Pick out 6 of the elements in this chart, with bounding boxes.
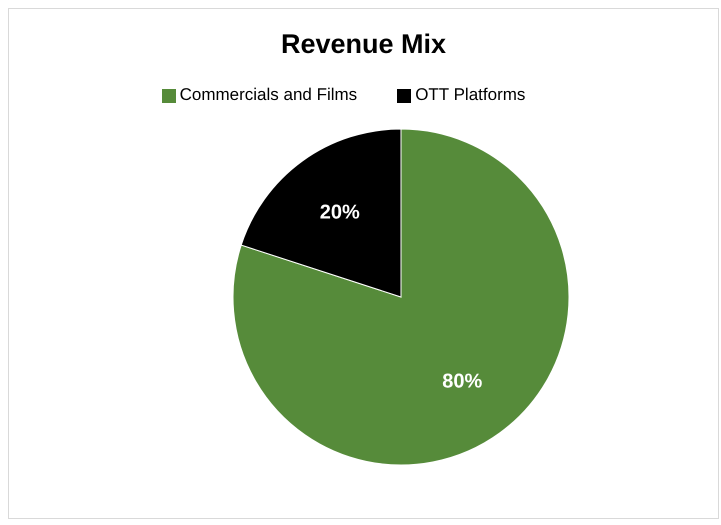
legend-label: OTT Platforms <box>415 85 526 104</box>
data-label: 20% <box>320 202 360 224</box>
pie-slice <box>232 128 570 466</box>
data-label: 80% <box>442 370 482 392</box>
legend-label: Commercials and Films <box>180 85 358 104</box>
chart-title: Revenue Mix <box>280 29 448 60</box>
